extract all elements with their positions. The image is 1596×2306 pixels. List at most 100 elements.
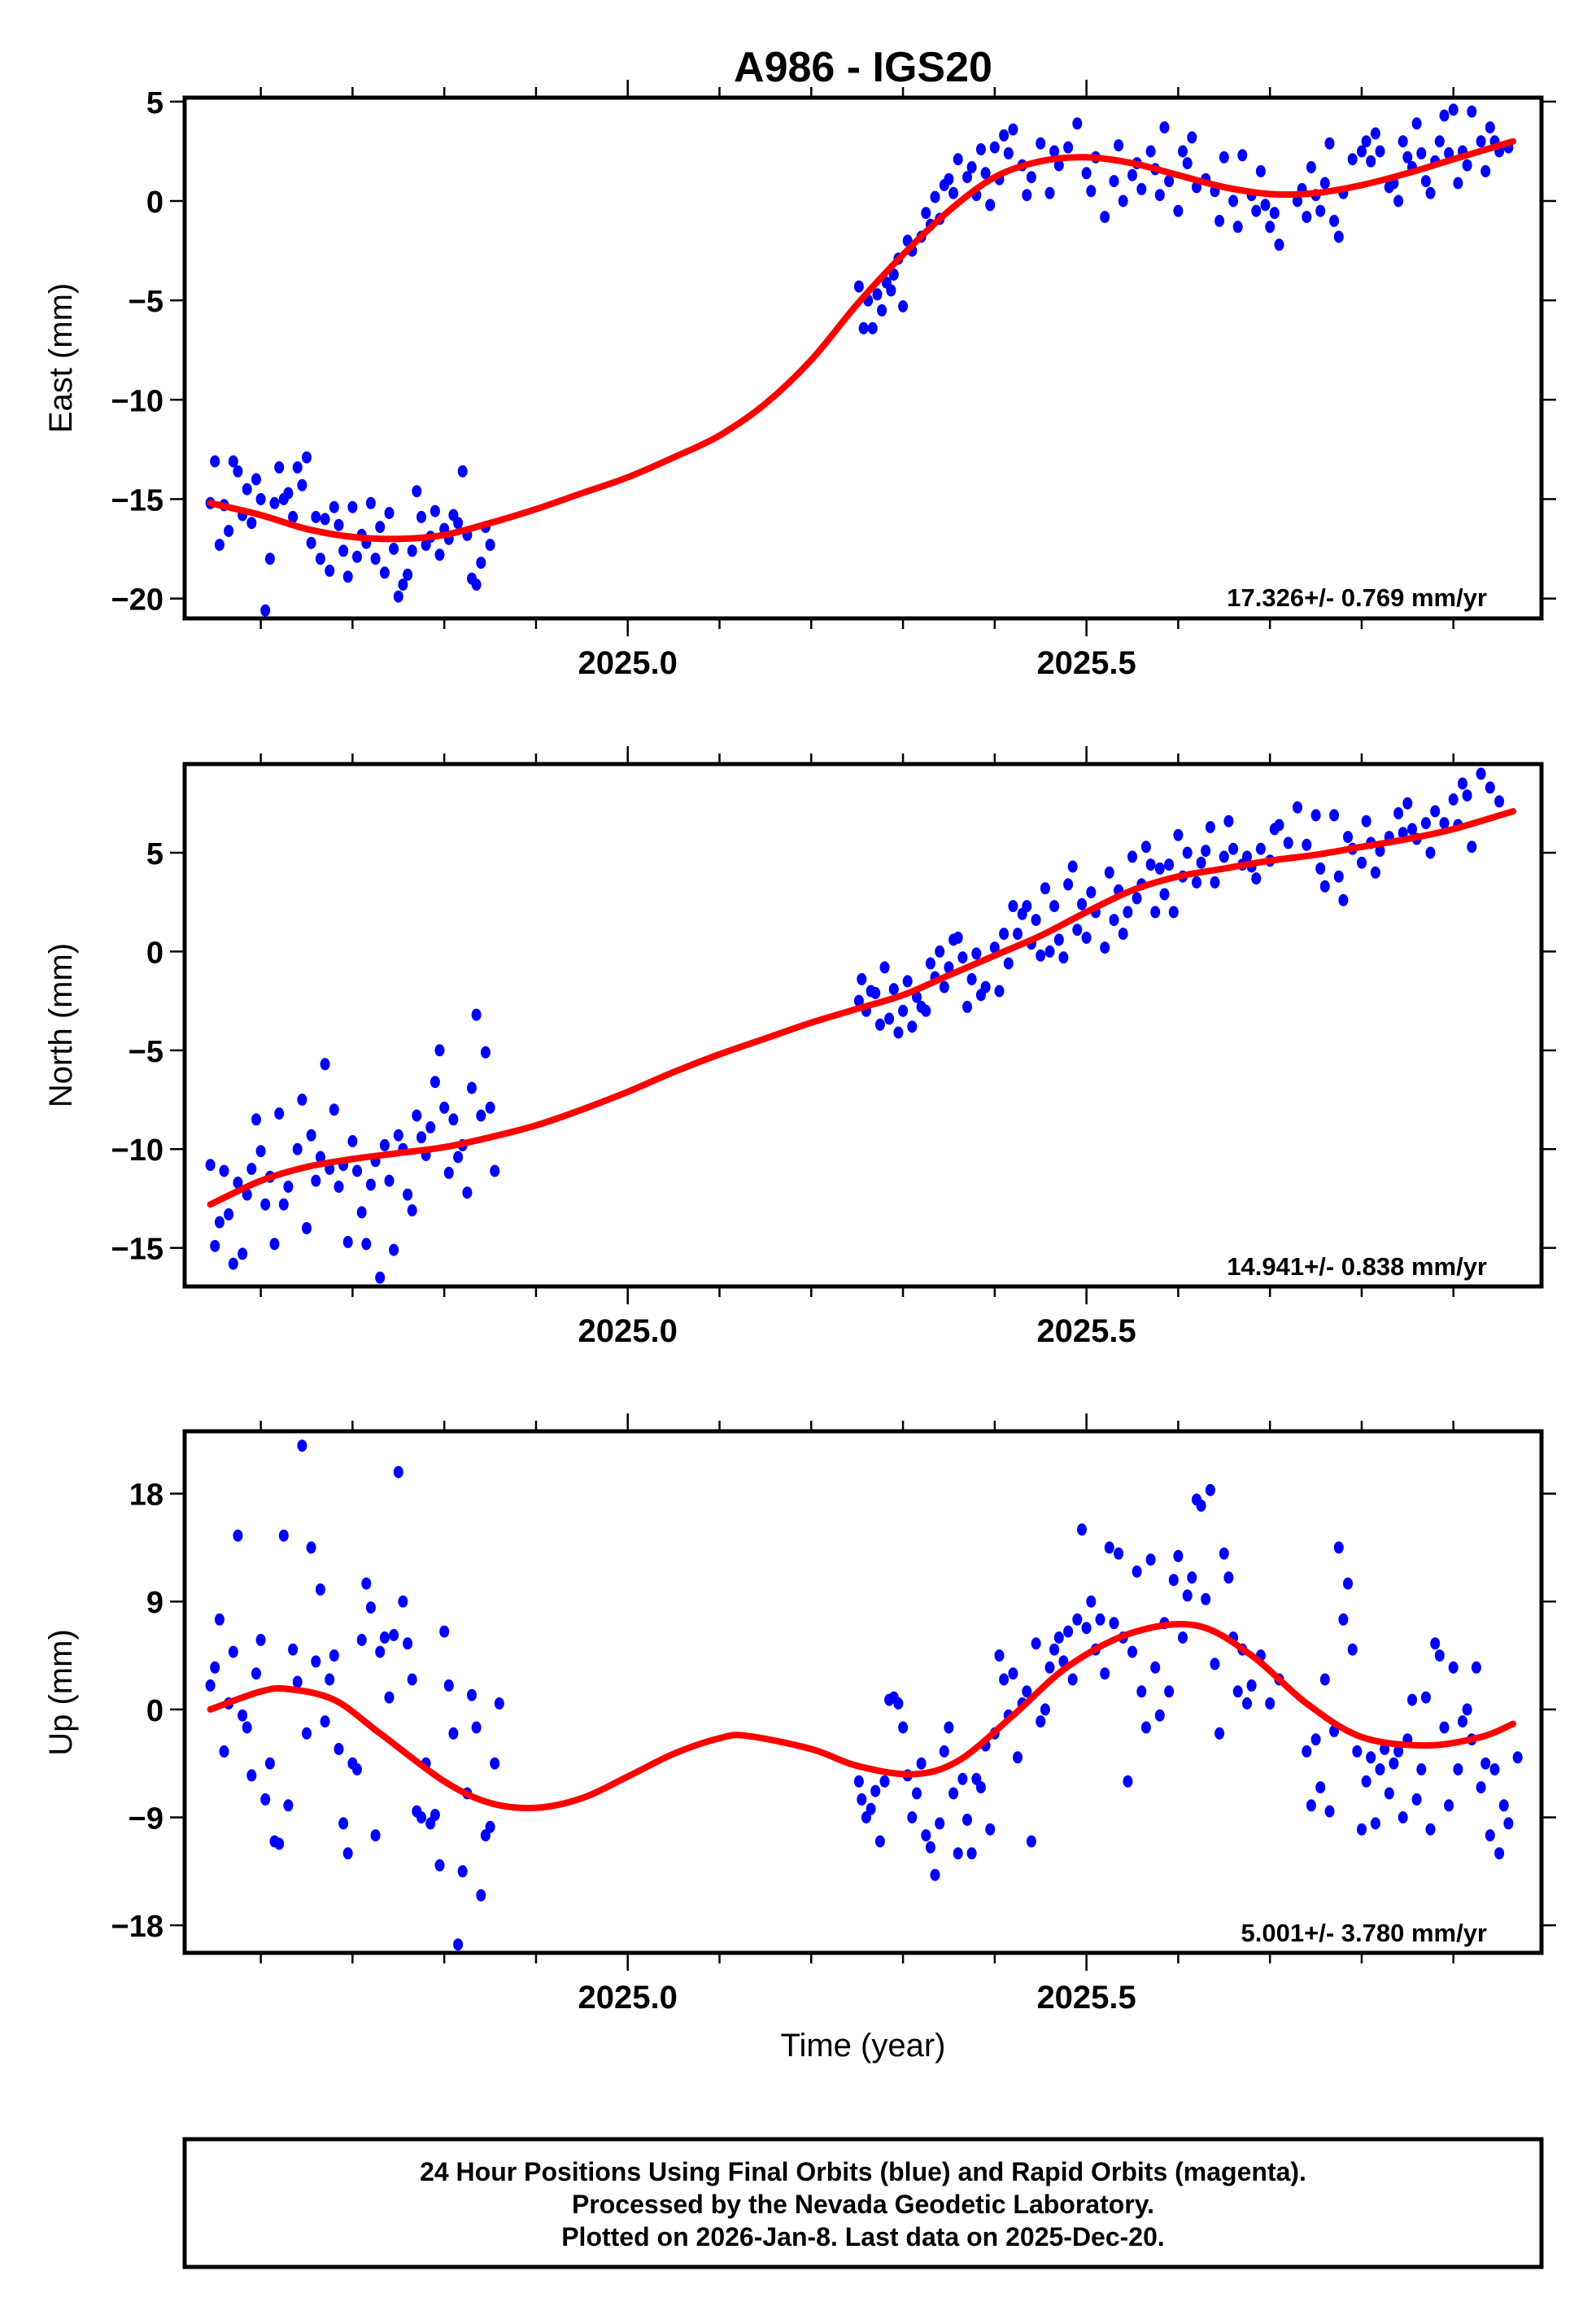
north-data-point: [274, 1107, 285, 1120]
north-data-point: [1223, 815, 1234, 828]
north-data-point: [439, 1101, 450, 1114]
up-data-point: [1302, 1745, 1312, 1758]
up-data-point: [1375, 1763, 1385, 1775]
east-data-point: [416, 510, 426, 523]
up-data-point: [1150, 1661, 1161, 1674]
north-data-point: [1420, 817, 1431, 830]
north-data-point: [1173, 828, 1184, 841]
north-y-axis-label: North (mm): [43, 943, 79, 1107]
up-data-point: [1077, 1523, 1087, 1536]
north-data-point: [1494, 795, 1505, 808]
north-data-point: [384, 1174, 395, 1187]
east-data-point: [1154, 189, 1165, 202]
north-data-point: [297, 1094, 307, 1106]
footer-line-1: 24 Hour Positions Using Final Orbits (bl…: [420, 2157, 1306, 2186]
east-data-point: [999, 129, 1009, 142]
up-data-point: [953, 1847, 963, 1860]
up-data-point: [1187, 1571, 1197, 1584]
north-data-point: [255, 1145, 266, 1158]
east-data-point: [315, 552, 325, 566]
north-data-point: [1357, 856, 1367, 869]
east-data-point: [989, 141, 1000, 154]
east-data-point: [365, 496, 376, 509]
north-data-point: [467, 1081, 477, 1094]
east-data-point: [338, 544, 349, 557]
north-data-point: [462, 1186, 473, 1199]
north-data-point: [356, 1206, 367, 1219]
east-x-tick-label: 2025.0: [578, 645, 678, 681]
north-data-point: [480, 1046, 491, 1059]
north-panel: North (mm) 14.941+/- 0.838 mm/yr 2025.0 2…: [43, 746, 1556, 1349]
east-data-point: [1329, 215, 1340, 227]
east-data-point: [1485, 121, 1495, 134]
east-data-point: [1444, 146, 1454, 159]
north-data-point: [407, 1204, 417, 1216]
east-data-point: [246, 517, 257, 530]
east-panel: East (mm) 17.326+/- 0.769 mm/yr 2025.0 20…: [43, 80, 1556, 681]
up-data-point: [352, 1763, 362, 1775]
east-data-point: [1434, 135, 1445, 148]
up-data-point: [242, 1721, 252, 1734]
east-data-point: [944, 173, 954, 186]
east-data-point: [1411, 117, 1422, 130]
north-data-point: [361, 1238, 372, 1251]
north-data-point: [283, 1180, 294, 1193]
east-data-point: [877, 304, 887, 317]
north-data-point: [1319, 880, 1330, 893]
up-data-point: [448, 1727, 459, 1740]
up-data-point: [288, 1643, 299, 1656]
east-data-point: [1232, 221, 1243, 234]
north-y-tick-label: 0: [146, 936, 164, 970]
east-data-point: [311, 510, 321, 523]
north-data-point: [1329, 809, 1340, 822]
east-data-point: [453, 517, 464, 530]
north-data-point: [242, 1188, 252, 1201]
east-data-point: [888, 268, 899, 281]
east-data-point: [255, 492, 266, 505]
east-data-point: [1347, 153, 1358, 166]
north-plot-area: [205, 767, 1517, 1284]
north-data-point: [921, 1004, 931, 1017]
east-data-point: [1228, 194, 1239, 207]
east-data-point: [1178, 145, 1188, 158]
east-data-point: [384, 507, 395, 519]
up-data-point: [264, 1757, 275, 1770]
north-data-point: [935, 945, 945, 958]
east-data-point: [224, 525, 234, 537]
east-data-point: [434, 548, 445, 561]
north-data-point: [1109, 914, 1119, 927]
up-data-point: [1315, 1781, 1326, 1794]
north-data-point: [1242, 850, 1252, 863]
east-data-point: [1053, 159, 1064, 172]
up-data-point: [274, 1837, 285, 1850]
up-data-point: [1384, 1787, 1394, 1800]
up-data-point: [921, 1829, 931, 1842]
up-data-point: [1420, 1691, 1431, 1704]
east-data-point: [1255, 164, 1266, 177]
up-data-point: [302, 1727, 312, 1740]
east-y-axis-label: East (mm): [43, 283, 79, 433]
east-data-point: [375, 521, 386, 534]
up-data-point: [1512, 1751, 1523, 1764]
north-data-point: [966, 972, 977, 985]
up-data-point: [1196, 1499, 1206, 1512]
north-data-point: [389, 1243, 399, 1256]
east-data-point: [1136, 182, 1147, 195]
north-data-point: [1168, 906, 1179, 919]
north-data-point: [1058, 951, 1069, 964]
east-data-point: [334, 518, 344, 531]
north-data-point: [246, 1163, 257, 1175]
up-y-axis-label: Up (mm): [43, 1629, 79, 1756]
up-data-point: [1430, 1637, 1441, 1650]
north-data-point: [1333, 870, 1344, 883]
up-data-point: [1104, 1541, 1114, 1554]
up-y-tick-label: 0: [146, 1694, 164, 1728]
north-data-point: [434, 1044, 445, 1057]
up-data-point: [1333, 1541, 1344, 1554]
east-data-point: [1448, 103, 1459, 116]
north-data-point: [1022, 900, 1032, 913]
east-data-point: [1251, 204, 1262, 217]
north-data-point: [1031, 914, 1041, 927]
east-plot-area: [205, 103, 1517, 617]
up-data-point: [1031, 1637, 1041, 1650]
